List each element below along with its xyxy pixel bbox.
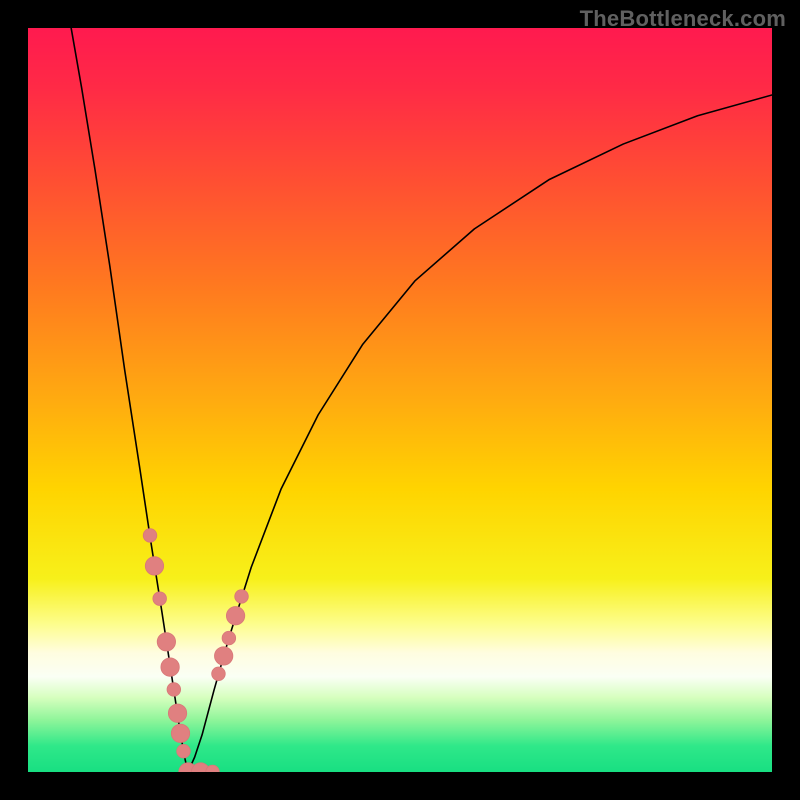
watermark-label: TheBottleneck.com <box>580 6 786 32</box>
stage: TheBottleneck.com <box>0 0 800 800</box>
bottleneck-curve-chart <box>28 28 772 772</box>
